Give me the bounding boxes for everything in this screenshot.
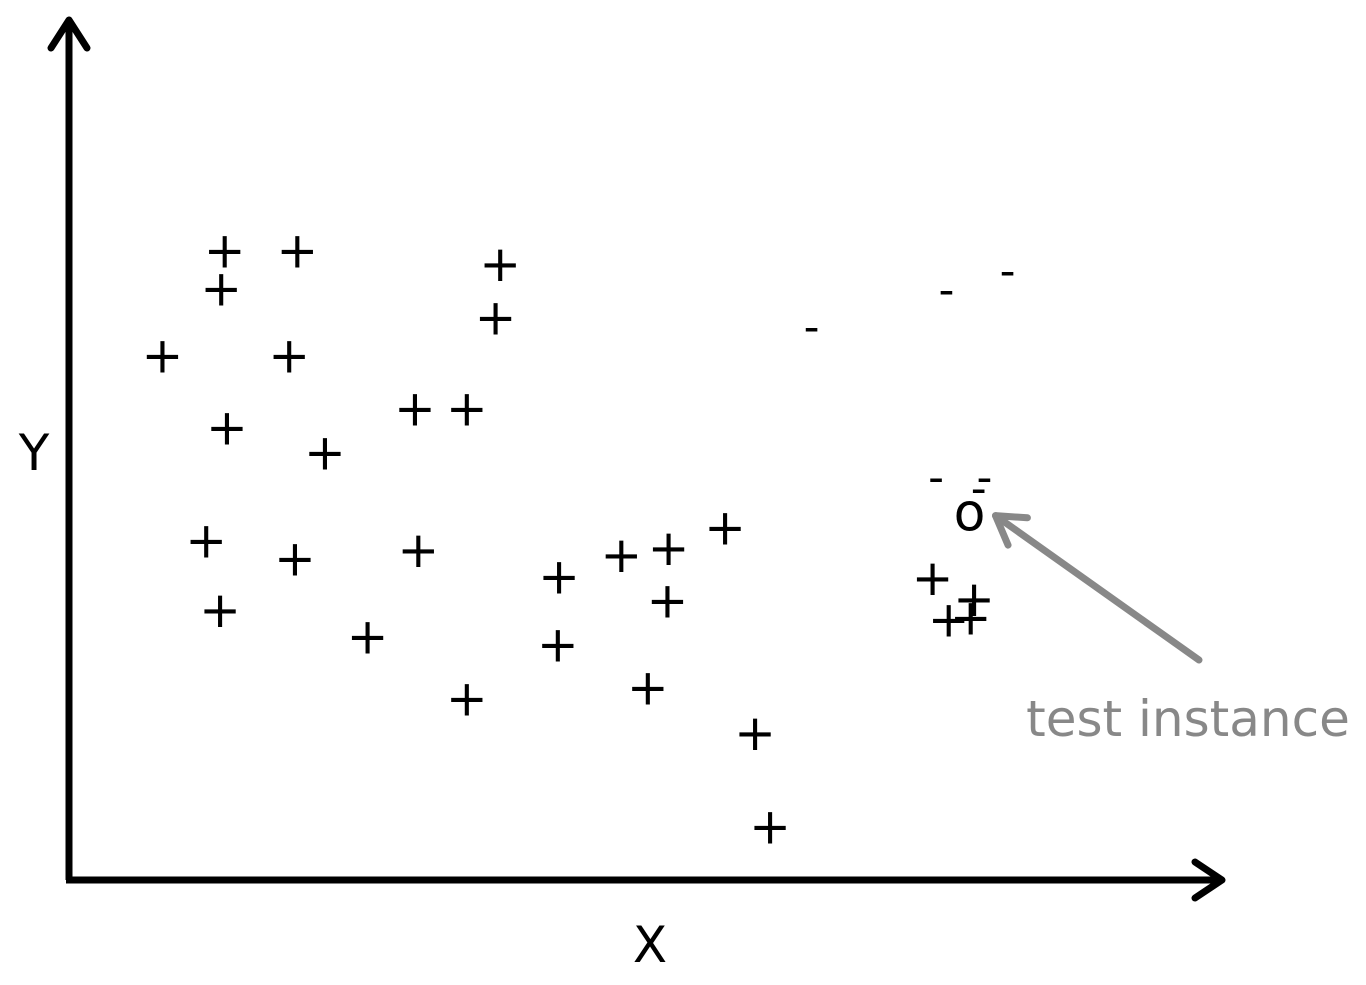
plus-point: + [627, 658, 669, 716]
plus-point: + [475, 289, 517, 347]
minus-point: - [1000, 246, 1016, 297]
plus-point: + [204, 221, 246, 279]
plus-point: + [304, 424, 346, 482]
plus-point: + [749, 798, 791, 856]
axes [47, 16, 1226, 902]
plus-point: + [185, 511, 227, 569]
plus-point: + [276, 221, 318, 279]
plus-point: + [928, 590, 970, 648]
annotation: test instance [991, 512, 1350, 748]
plus-point: + [950, 589, 992, 647]
annotation-label: test instance [1026, 690, 1350, 748]
minus-point: - [804, 302, 820, 353]
minus-point: - [971, 463, 987, 514]
minus-point: - [938, 265, 954, 316]
plus-point: + [347, 608, 389, 666]
minus-point: - [977, 452, 993, 503]
y-axis-arrowhead [47, 16, 91, 52]
plus-point: + [648, 519, 690, 577]
data-points: + +++ ++ ++ ++++ + + + + +++ ++++++++ +++- --- --o [141, 221, 1015, 855]
plus-point: + [537, 615, 579, 673]
minus-point: - [928, 452, 944, 503]
y-axis-label: Y [18, 424, 50, 482]
plus-point: + [200, 259, 242, 317]
annotation-arrow-line [991, 512, 1203, 664]
annotation-arrowhead [991, 512, 1031, 549]
plus-point: + [600, 526, 642, 584]
plus-point: + [538, 547, 580, 605]
plus-point: + [206, 399, 248, 457]
x-axis-label: X [633, 916, 667, 974]
plus-point: + [199, 581, 241, 639]
plus-point: + [446, 380, 488, 438]
plus-point: + [953, 570, 995, 628]
x-axis-arrowhead [1191, 858, 1226, 902]
plus-point: + [446, 670, 488, 728]
plus-point: + [268, 326, 310, 384]
plus-point: + [734, 704, 776, 762]
plus-point: + [646, 572, 688, 630]
plus-point: + [704, 498, 746, 556]
test-instance-point: o [954, 484, 986, 544]
plus-point: + [274, 529, 316, 587]
plus-point: + [141, 326, 183, 384]
plus-point: + [912, 549, 954, 607]
plus-point: + [397, 521, 439, 579]
plus-point: + [479, 235, 521, 293]
plus-point: + [394, 380, 436, 438]
